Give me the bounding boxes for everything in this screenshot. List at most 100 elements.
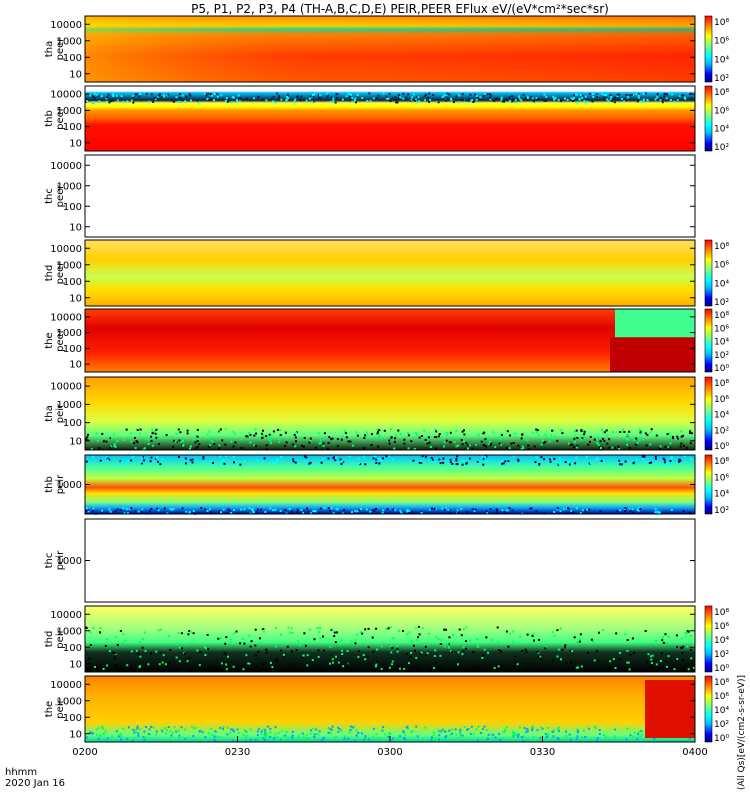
y-tick-label: 10000 <box>50 680 82 691</box>
y-tick-label: 10000 <box>50 161 82 172</box>
panel-frame <box>84 605 696 673</box>
colorbar-tick: 10⁸ <box>714 379 729 389</box>
panel-ylabel: thbpeir <box>44 474 66 494</box>
colorbar-tick: 10⁶ <box>714 106 729 116</box>
colorbar-tick: 10⁸ <box>714 18 729 28</box>
panel-ylabel: thdpeir <box>44 628 66 648</box>
spectrogram-speckle <box>85 92 693 104</box>
y-tick-label: 100 <box>63 53 82 64</box>
panel-ylabel: thapeir <box>44 403 66 423</box>
y-tick-label: 1000 <box>57 556 82 567</box>
colorbar-tick: 10⁴ <box>714 411 729 421</box>
spectrogram-speckle <box>85 625 695 671</box>
colorbar-tick: 10² <box>714 143 729 153</box>
colorbar-tick: 10⁴ <box>714 125 729 135</box>
panel-frame <box>84 15 696 83</box>
colorbar-tick: 10² <box>714 351 729 361</box>
x-tick-label: 0400 <box>682 747 707 758</box>
colorbar-tick: 10⁸ <box>714 242 729 252</box>
colorbar-tick: 10⁴ <box>714 279 729 289</box>
x-axis-label-hhmm: hhmm <box>5 767 37 778</box>
colorbar-tick: 10² <box>714 650 729 660</box>
y-tick-label: 1000 <box>57 400 82 411</box>
y-tick-label: 10 <box>69 69 82 80</box>
colorbar <box>704 308 713 373</box>
panel-frame <box>84 518 696 603</box>
panel-tha-peir: 10000 1000 100 10 thapeir 10⁸ 10⁶ 10⁴ 10² 10⁰ <box>44 376 729 452</box>
panel-frame <box>84 376 696 451</box>
panels-group: 10000100010010thapeer10⁸10⁶10⁴10²1000010… <box>44 15 729 744</box>
colorbar-tick: 10⁸ <box>714 88 729 98</box>
colorbar-tick: 10⁰ <box>714 442 729 452</box>
y-tick-label: 100 <box>63 344 82 355</box>
spectrogram-feature <box>645 680 695 738</box>
spectrogram-overlay <box>85 16 695 82</box>
colorbar <box>704 675 713 743</box>
y-tick-label: 10000 <box>50 382 82 393</box>
panel-ylabel: thdpeer <box>44 261 66 285</box>
right-axis-label: (All Qs)[eV/(cm2-s-sr-eV)] <box>737 675 747 790</box>
y-tick-label: 100 <box>63 122 82 133</box>
colorbar-tick: 10⁸ <box>714 457 729 467</box>
colorbar-tick: 10² <box>714 298 729 308</box>
colorbar-tick: 10² <box>714 74 729 84</box>
colorbar-tick: 10⁴ <box>714 636 729 646</box>
y-tick-label: 1000 <box>57 260 82 271</box>
y-tick-label: 10 <box>69 436 82 447</box>
panel-ylabel: thepeer <box>44 328 66 352</box>
y-tick-label: 100 <box>63 643 82 654</box>
spectrogram-fill <box>85 676 695 742</box>
colorbar <box>704 454 713 515</box>
y-tick-label: 10 <box>69 138 82 149</box>
colorbar-tick: 10⁴ <box>714 338 729 348</box>
x-axis-label-date: 2020 Jan 16 <box>5 778 65 789</box>
colorbar-tick: 10⁶ <box>714 692 729 702</box>
panel-ylabel: thepeir <box>44 698 66 718</box>
panel-thc-peer: 10000 1000 100 10 thcpeer <box>44 154 696 238</box>
spectrogram-fill <box>85 240 695 306</box>
y-tick-label: 1000 <box>57 328 82 339</box>
panel-frame <box>84 85 696 152</box>
figure-title: P5, P1, P2, P3, P4 (TH-A,B,C,D,E) PEIR,P… <box>191 2 609 16</box>
colorbar-tick: 10² <box>714 720 729 730</box>
panel-ylabel: thapeer <box>44 37 66 61</box>
y-tick-label: 100 <box>63 713 82 724</box>
spectrogram-feature <box>610 337 695 372</box>
panel-ylabel: thcpeer <box>44 184 66 208</box>
colorbar-tick: 10⁶ <box>714 324 729 334</box>
colorbar-tick: 10⁸ <box>714 311 729 321</box>
colorbar-tick: 10⁸ <box>714 608 729 618</box>
panel-frame <box>84 239 696 307</box>
colorbar-tick: 10⁶ <box>714 261 729 271</box>
colorbar <box>704 85 713 152</box>
y-tick-label: 1000 <box>57 181 82 192</box>
spectrogram-fill <box>85 377 695 450</box>
panel-frame <box>84 154 696 238</box>
spectrogram-fill <box>85 606 695 672</box>
colorbar-tick: 10⁶ <box>714 622 729 632</box>
colorbar <box>704 376 713 451</box>
y-tick-label: 100 <box>63 277 82 288</box>
x-tick-label: 0200 <box>72 747 97 758</box>
x-tick-label: 0230 <box>225 747 250 758</box>
colorbar-tick: 10² <box>714 506 729 516</box>
colorbar <box>704 15 713 83</box>
y-tick-label: 10000 <box>50 244 82 255</box>
colorbar-tick: 10² <box>714 426 729 436</box>
spectrogram-feature <box>615 309 695 338</box>
y-tick-label: 10000 <box>50 20 82 31</box>
y-tick-label: 10 <box>69 729 82 740</box>
y-tick-label: 100 <box>63 202 82 213</box>
x-tick-label: 0300 <box>377 747 402 758</box>
x-axis: 0200 0230 0300 0330 0400 <box>72 736 708 758</box>
y-tick-label: 1000 <box>57 36 82 47</box>
x-tick-label: 0330 <box>530 747 555 758</box>
y-tick-label: 10 <box>69 659 82 670</box>
colorbar-tick: 10⁰ <box>714 664 729 674</box>
